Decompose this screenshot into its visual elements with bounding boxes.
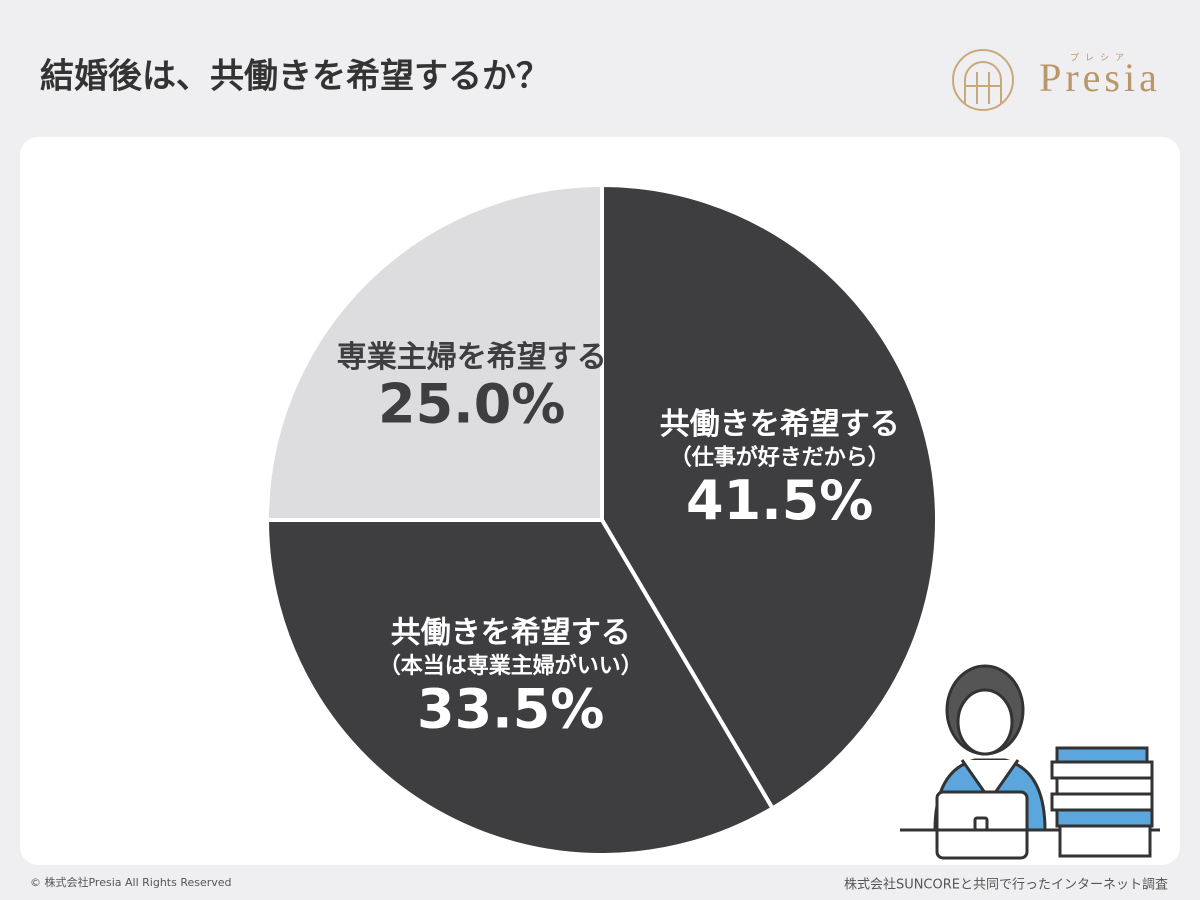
book	[1055, 808, 1154, 828]
source-note: 株式会社SUNCOREと共同で行ったインターネット調査	[844, 877, 1168, 893]
logo: Presia プレシア	[952, 49, 1161, 111]
copyright: © 株式会社Presia All Rights Reserved	[30, 875, 232, 889]
slice-label: 共働きを希望する	[391, 616, 631, 651]
book	[1050, 760, 1154, 780]
book	[1055, 776, 1154, 796]
pie-slice	[264, 518, 776, 857]
logo-text: Presia	[1039, 55, 1161, 100]
value-label: 25.0%	[378, 372, 565, 435]
slice-sublabel: （仕事が好きだから）	[670, 444, 890, 470]
illustration	[900, 664, 1160, 860]
pie-slice	[600, 182, 939, 812]
logo-window	[964, 61, 1002, 104]
book	[1058, 824, 1152, 858]
logo-reading: プレシア	[1070, 53, 1130, 64]
laptop	[935, 790, 1029, 860]
chart-title: 結婚後は、共働きを希望するか？	[40, 57, 550, 97]
slice-label: 共働きを希望する	[660, 407, 900, 442]
book	[1050, 792, 1154, 812]
slice-label: 専業主婦を希望する	[337, 340, 607, 375]
logo-emblem	[952, 49, 1014, 111]
book	[1055, 746, 1149, 764]
slice-sublabel: （本当は専業主婦がいい）	[379, 653, 643, 679]
pie-slice	[264, 182, 604, 522]
value-label: 41.5%	[686, 469, 873, 532]
person-face	[956, 688, 1014, 756]
value-label: 33.5%	[417, 678, 604, 741]
